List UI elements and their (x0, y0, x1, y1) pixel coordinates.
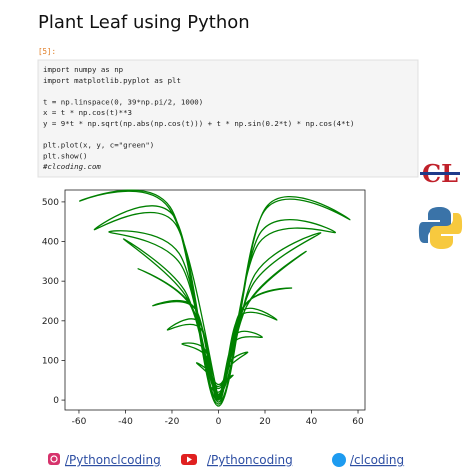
python-blue (418, 207, 451, 243)
code-line: plt.plot(x, y, c="green") (43, 141, 154, 150)
axes-frame (64, 189, 366, 411)
plot: -60 -40 -20 0 20 40 60 0 100 200 300 400 500 (42, 189, 366, 427)
code-line: #clcoding.com (42, 162, 101, 171)
y-tick-label: 400 (42, 238, 59, 248)
x-tick-label: -60 (72, 417, 87, 427)
cl-logo: CL (420, 159, 460, 188)
x-tick-label: 60 (352, 417, 364, 427)
code-line: plt.show() (43, 151, 88, 160)
social-link[interactable]: /clcoding (350, 453, 404, 467)
instagram-lens (50, 455, 58, 463)
y-tick-label: 500 (42, 198, 59, 208)
logo-band (420, 172, 460, 175)
y-tick-label: 100 (42, 356, 59, 366)
footer: /Pythonclcoding/Pythoncoding/clcoding (65, 453, 404, 467)
x-tick-label: -40 (118, 417, 133, 427)
x-tick-label: -20 (165, 417, 180, 427)
y-tick-label: 200 (42, 317, 59, 327)
python-logo (418, 207, 463, 249)
youtube-play (187, 456, 192, 463)
twitter-icon[interactable] (332, 453, 346, 467)
code-cell (37, 59, 419, 178)
social-link[interactable]: /Pythonclcoding (65, 453, 161, 467)
title: Plant Leaf using Python (38, 12, 250, 33)
code-line: import numpy as np (43, 65, 123, 74)
y-tick-label: 0 (53, 396, 59, 406)
curve (79, 189, 351, 407)
python-yellow (430, 213, 463, 249)
x-tick-label: 20 (259, 417, 271, 427)
instagram-icon[interactable] (48, 453, 60, 465)
code-line: t = np.linspace(0, 39*np.pi/2, 1000) (43, 97, 203, 106)
y-tick-label: 300 (42, 277, 59, 287)
code-line: x = t * np.cos(t)**3 (43, 108, 132, 117)
code-line: import matplotlib.pyplot as plt (43, 76, 181, 85)
social-link[interactable]: /Pythoncoding (207, 453, 293, 467)
x-tick-label: 40 (306, 417, 318, 427)
prompt: [5]: (38, 47, 56, 56)
x-tick-label: 0 (216, 417, 222, 427)
code-line: y = 9*t * np.sqrt(np.abs(np.cos(t))) + t… (43, 119, 354, 128)
code: import numpy as np import matplotlib.pypl… (42, 65, 354, 171)
